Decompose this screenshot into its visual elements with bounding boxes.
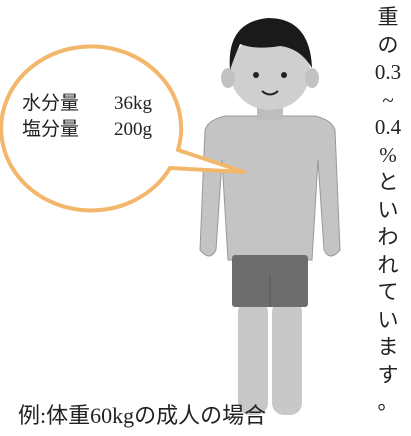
vertical-char: い xyxy=(378,197,399,225)
vertical-char: % xyxy=(379,142,397,170)
vertical-char: て xyxy=(378,279,399,307)
vertical-char: す xyxy=(378,362,399,390)
caption: 例:体重60kgの成人の場合 xyxy=(18,398,266,430)
vertical-char: ~ xyxy=(382,87,393,115)
illustration xyxy=(0,0,411,436)
row-label: 水分量 xyxy=(22,88,114,115)
vertical-char: 0.3 xyxy=(375,59,401,87)
row-value: 200g xyxy=(114,119,152,141)
row-label: 塩分量 xyxy=(22,114,114,141)
vertical-char: れ xyxy=(378,252,399,280)
person xyxy=(200,18,340,415)
vertical-char: と xyxy=(378,169,399,197)
vertical-char: 0.4 xyxy=(375,114,401,142)
vertical-char: ま xyxy=(378,334,399,362)
row-value: 36kg xyxy=(114,93,152,115)
vertical-char: の xyxy=(378,32,399,60)
vertical-char: 。 xyxy=(378,389,399,417)
vertical-char: わ xyxy=(378,224,399,252)
vertical-char: 重 xyxy=(378,4,399,32)
vertical-char: い xyxy=(378,307,399,335)
page: 水分量36kg 塩分量200g 例:体重60kgの成人の場合 重の0.3~0.4… xyxy=(0,0,411,436)
